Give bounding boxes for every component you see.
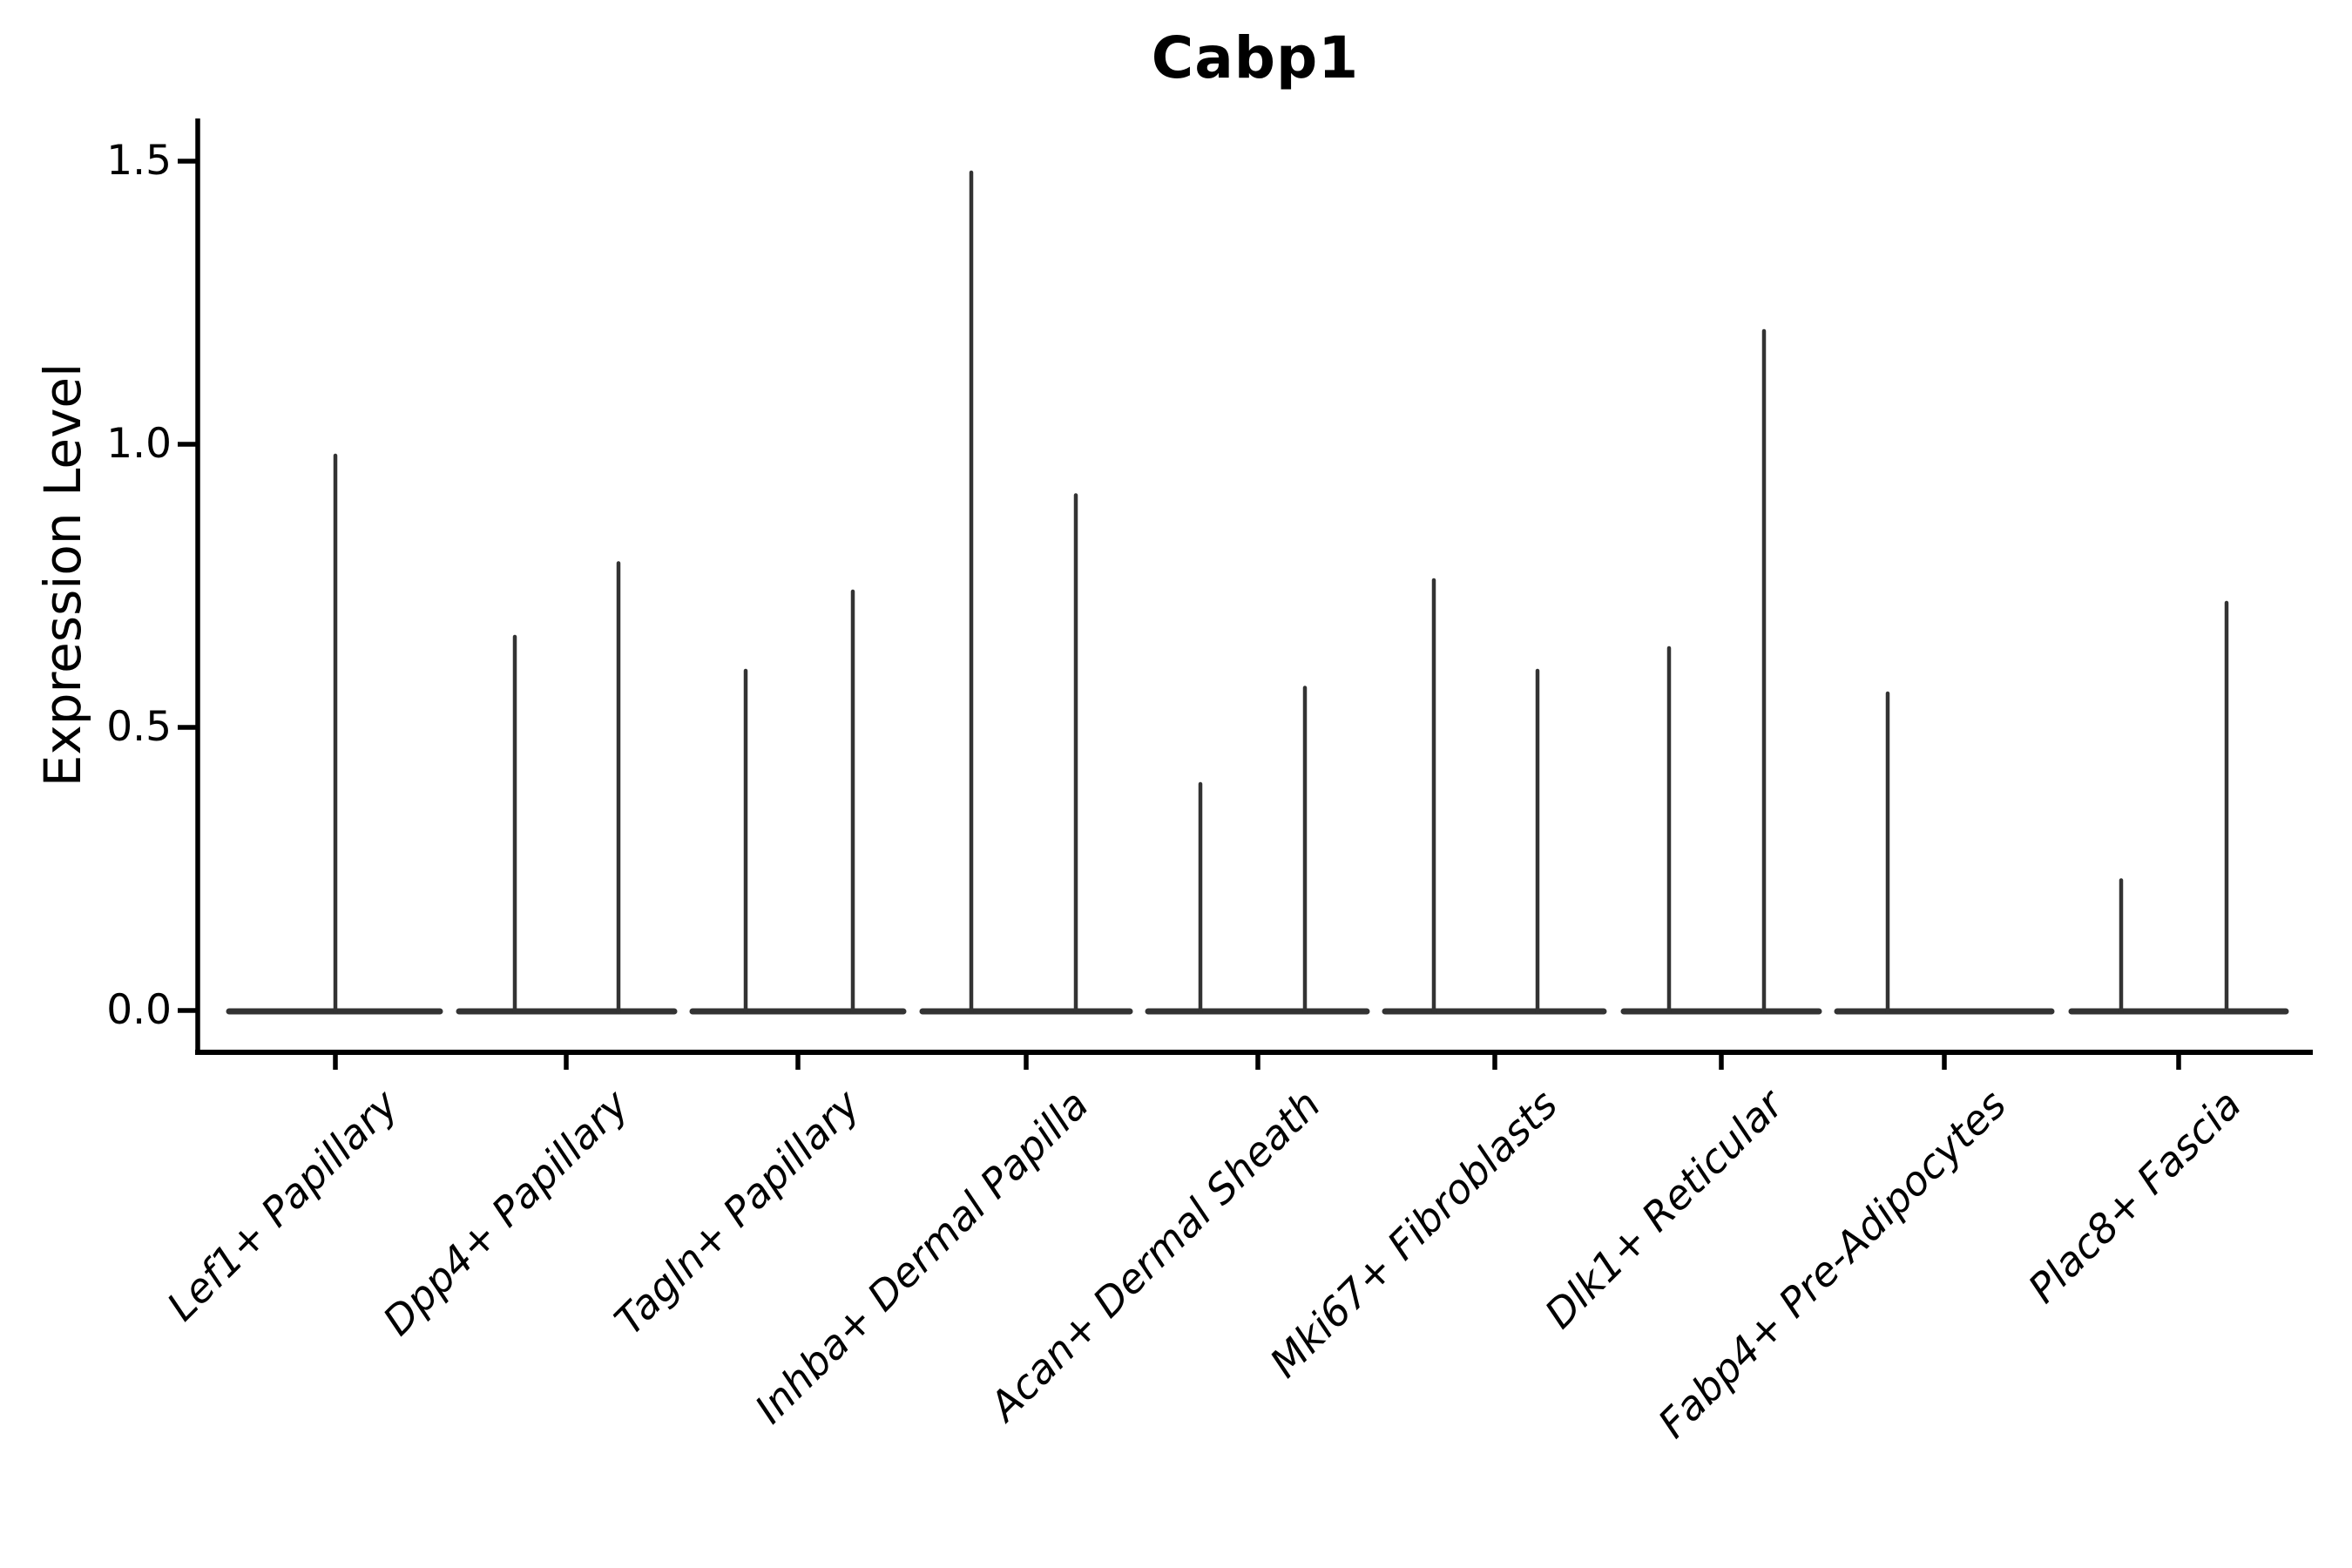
y-tick-label: 1.0 xyxy=(106,420,172,468)
y-tick-label: 0.0 xyxy=(106,986,172,1034)
y-tick-label: 0.5 xyxy=(106,703,172,751)
chart-title: Cabp1 xyxy=(1151,24,1360,91)
y-tick-label: 1.5 xyxy=(106,137,172,185)
y-axis-label: Expression Level xyxy=(33,362,92,787)
